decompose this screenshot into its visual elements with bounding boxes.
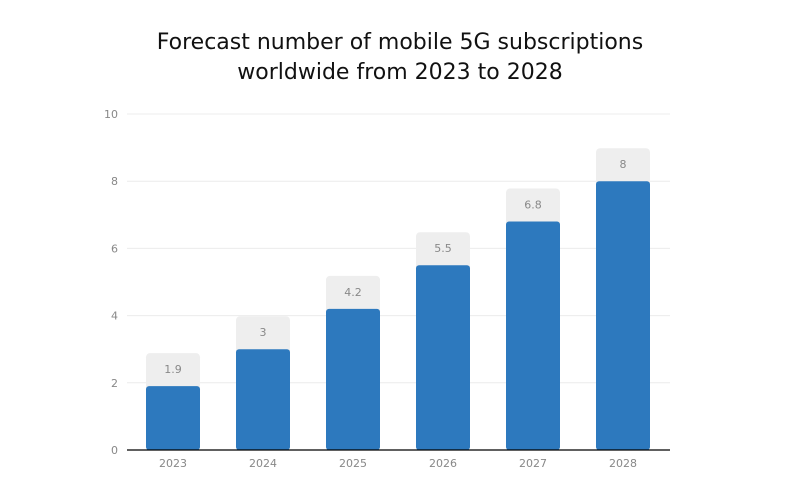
data-label: 4.2 bbox=[344, 286, 362, 299]
data-label: 1.9 bbox=[164, 363, 182, 376]
bar bbox=[326, 308, 380, 450]
chart-title-line-2: worldwide from 2023 to 2028 bbox=[237, 60, 563, 85]
chart-title-line-1: Forecast number of mobile 5G subscriptio… bbox=[156, 30, 644, 55]
x-tick-label: 2027 bbox=[519, 457, 547, 470]
x-tick-label: 2026 bbox=[429, 457, 457, 470]
data-label: 3 bbox=[260, 326, 267, 339]
data-label: 5.5 bbox=[434, 242, 452, 255]
y-tick-label: 0 bbox=[111, 444, 118, 457]
chart-title: Forecast number of mobile 5G subscriptio… bbox=[0, 28, 800, 88]
x-tick-label: 2024 bbox=[249, 457, 277, 470]
bar bbox=[236, 349, 290, 450]
bar bbox=[416, 265, 470, 450]
x-tick-label: 2025 bbox=[339, 457, 367, 470]
y-tick-label: 6 bbox=[111, 242, 118, 255]
y-tick-label: 4 bbox=[111, 310, 118, 323]
y-tick-label: 8 bbox=[111, 175, 118, 188]
bar bbox=[146, 386, 200, 450]
data-label: 6.8 bbox=[524, 199, 542, 212]
x-tick-label: 2028 bbox=[609, 457, 637, 470]
y-tick-label: 10 bbox=[104, 108, 118, 121]
y-tick-label: 2 bbox=[111, 377, 118, 390]
bar bbox=[596, 181, 650, 450]
data-label: 8 bbox=[620, 158, 627, 171]
bar bbox=[506, 221, 560, 450]
x-tick-label: 2023 bbox=[159, 457, 187, 470]
